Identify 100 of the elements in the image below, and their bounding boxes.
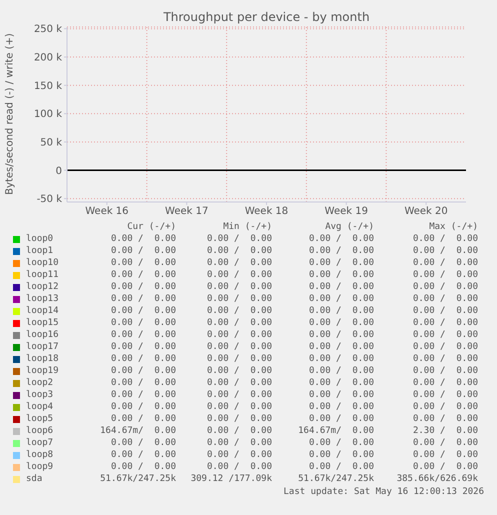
text: 0.00 / 0.00 xyxy=(110,234,176,245)
text: 0.00 / 0.00 xyxy=(412,342,478,353)
text: 0.00 / 0.00 xyxy=(412,282,478,293)
text: 51.67k/247.25k xyxy=(100,474,176,485)
text: 0.00 / 0.00 xyxy=(110,378,176,389)
text: 0.00 / 0.00 xyxy=(308,246,374,257)
text: 0.00 / 0.00 xyxy=(110,366,176,377)
text: 0.00 / 0.00 xyxy=(308,318,374,329)
text: 0.00 / 0.00 xyxy=(308,414,374,425)
text: 0.00 / 0.00 xyxy=(412,234,478,245)
text: 0.00 / 0.00 xyxy=(308,294,374,305)
text: 0.00 / 0.00 xyxy=(412,378,478,389)
text: 0.00 / 0.00 xyxy=(412,270,478,281)
text: 0.00 / 0.00 xyxy=(308,438,374,449)
legend-label: loop3 xyxy=(26,390,54,401)
legend-label: loop2 xyxy=(26,378,54,389)
text: 0.00 / 0.00 xyxy=(110,438,176,449)
text: 0.00 / 0.00 xyxy=(206,282,272,293)
text: 0.00 / 0.00 xyxy=(110,354,176,365)
legend-label: loop9 xyxy=(26,462,54,473)
text: 0.00 / 0.00 xyxy=(110,294,176,305)
text: 309.12 /177.09k xyxy=(190,474,272,485)
legend-label: sda xyxy=(26,474,42,485)
text: 0.00 / 0.00 xyxy=(206,390,272,401)
legend-label: loop5 xyxy=(26,414,54,425)
text: 51.67k/247.25k xyxy=(298,474,374,485)
text: 0.00 / 0.00 xyxy=(206,330,272,341)
text: 0.00 / 0.00 xyxy=(412,390,478,401)
text: 0.00 / 0.00 xyxy=(206,234,272,245)
text: 0.00 / 0.00 xyxy=(308,342,374,353)
text: 0.00 / 0.00 xyxy=(206,354,272,365)
text: 0.00 / 0.00 xyxy=(412,306,478,317)
text: 0.00 / 0.00 xyxy=(110,342,176,353)
text: Min (-/+) xyxy=(223,222,272,233)
text: 0.00 / 0.00 xyxy=(308,306,374,317)
text: 0.00 / 0.00 xyxy=(412,366,478,377)
legend-label: loop8 xyxy=(26,450,54,461)
legend-label: loop14 xyxy=(26,306,59,317)
text: 0.00 / 0.00 xyxy=(308,282,374,293)
text: 0.00 / 0.00 xyxy=(110,402,176,413)
legend-label: loop18 xyxy=(26,354,59,365)
legend-label: loop15 xyxy=(26,318,59,329)
text: 0.00 / 0.00 xyxy=(412,330,478,341)
text: 0.00 / 0.00 xyxy=(308,330,374,341)
text: 0.00 / 0.00 xyxy=(412,414,478,425)
text: 0.00 / 0.00 xyxy=(206,378,272,389)
y-tick-label: 0 xyxy=(56,166,62,177)
text: 0.00 / 0.00 xyxy=(308,366,374,377)
legend-label: loop0 xyxy=(26,234,54,245)
text: 0.00 / 0.00 xyxy=(412,438,478,449)
text: 0.00 / 0.00 xyxy=(308,390,374,401)
text: 2.30 / 0.00 xyxy=(412,426,478,437)
text: 0.00 / 0.00 xyxy=(110,306,176,317)
text: 0.00 / 0.00 xyxy=(110,246,176,257)
y-tick-label: 50 k xyxy=(40,138,62,149)
text: 0.00 / 0.00 xyxy=(206,294,272,305)
text: 0.00 / 0.00 xyxy=(308,258,374,269)
text: 0.00 / 0.00 xyxy=(206,258,272,269)
text: 164.67m/ 0.00 xyxy=(100,426,176,437)
text: 0.00 / 0.00 xyxy=(308,354,374,365)
text: 164.67m/ 0.00 xyxy=(298,426,374,437)
y-axis-title: Bytes/second read (-) / write (+) xyxy=(4,33,16,195)
text: 0.00 / 0.00 xyxy=(110,462,176,473)
text: 0.00 / 0.00 xyxy=(308,402,374,413)
legend-label: loop6 xyxy=(26,426,54,437)
text: 0.00 / 0.00 xyxy=(412,258,478,269)
text: 0.00 / 0.00 xyxy=(308,462,374,473)
text: 0.00 / 0.00 xyxy=(412,462,478,473)
text: Cur (-/+) xyxy=(127,222,176,233)
text: 0.00 / 0.00 xyxy=(206,306,272,317)
text: Last update: Sat May 16 12:00:13 2026 xyxy=(284,487,484,498)
text: 0.00 / 0.00 xyxy=(206,270,272,281)
legend-label: loop4 xyxy=(26,402,54,413)
text: 0.00 / 0.00 xyxy=(110,270,176,281)
legend-label: loop12 xyxy=(26,282,59,293)
text: 0.00 / 0.00 xyxy=(206,426,272,437)
text: 0.00 / 0.00 xyxy=(412,354,478,365)
text: 0.00 / 0.00 xyxy=(206,438,272,449)
legend-label: loop11 xyxy=(26,270,59,281)
text: Avg (-/+) xyxy=(325,222,374,233)
text: 0.00 / 0.00 xyxy=(412,450,478,461)
text: 0.00 / 0.00 xyxy=(206,342,272,353)
x-tick-label: Week 17 xyxy=(165,206,208,218)
text: 0.00 / 0.00 xyxy=(110,390,176,401)
text: 0.00 / 0.00 xyxy=(206,450,272,461)
y-tick-label: 200 k xyxy=(34,52,62,64)
legend-label: loop19 xyxy=(26,366,59,377)
text: 0.00 / 0.00 xyxy=(206,318,272,329)
x-tick-label: Week 18 xyxy=(244,206,288,218)
legend-label: loop13 xyxy=(26,294,59,305)
legend-label: loop7 xyxy=(26,438,54,449)
text: 0.00 / 0.00 xyxy=(110,282,176,293)
text: 0.00 / 0.00 xyxy=(412,294,478,305)
text: 385.66k/626.69k xyxy=(396,474,478,485)
y-tick-label: 150 k xyxy=(34,80,62,92)
x-tick-label: Week 20 xyxy=(404,206,448,218)
text: 0.00 / 0.00 xyxy=(110,258,176,269)
chart-title: Throughput per device - by month xyxy=(162,10,371,24)
text: Max (-/+) xyxy=(429,222,478,233)
text: 0.00 / 0.00 xyxy=(110,450,176,461)
